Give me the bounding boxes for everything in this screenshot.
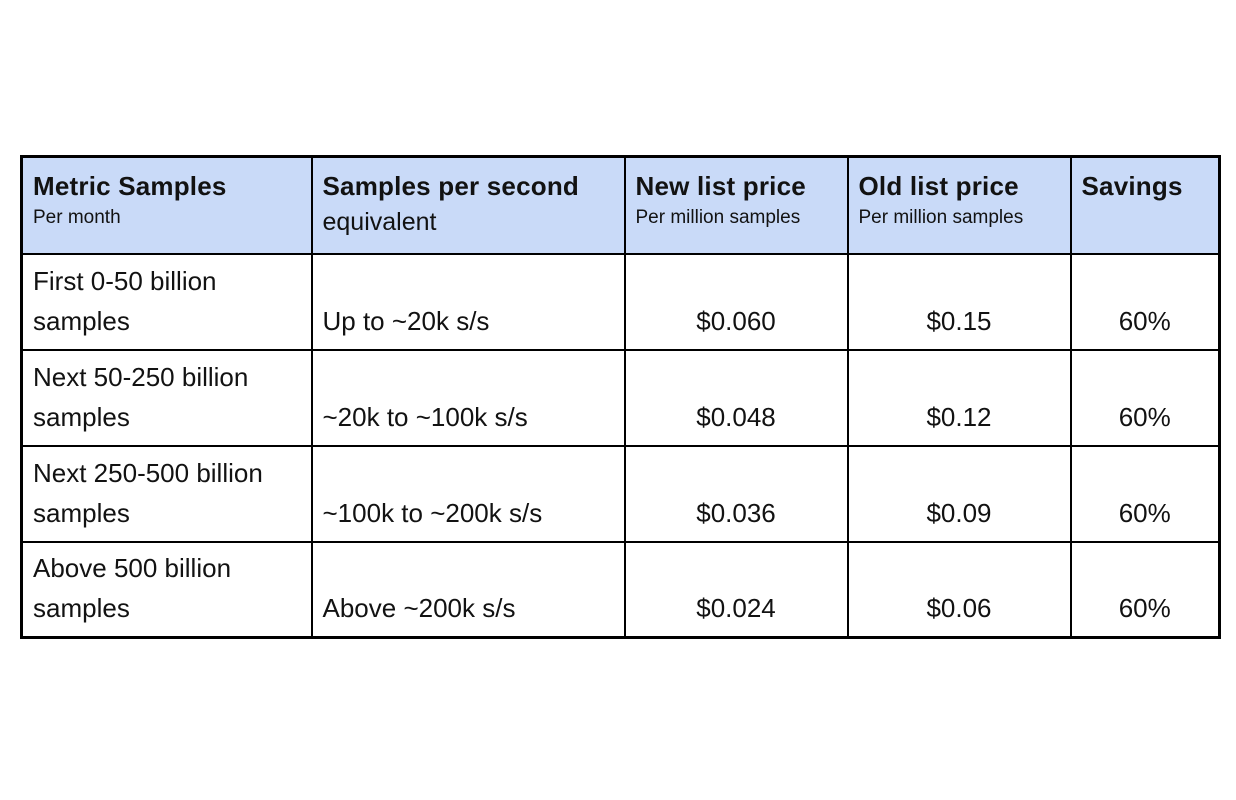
rate-cell: ~100k to ~200k s/s <box>310 444 626 543</box>
header-new-list-price: New list price Per million samples <box>623 155 849 255</box>
old-price-cell: $0.12 <box>846 348 1072 447</box>
rate-cell: ~20k to ~100k s/s <box>310 348 626 447</box>
header-rate-title: Samples per second <box>322 171 579 201</box>
header-savings-title: Savings <box>1081 171 1183 201</box>
header-old-list-price: Old list price Per million samples <box>846 155 1072 255</box>
rate-cell: Up to ~20k s/s <box>310 252 626 351</box>
pricing-table: Metric Samples Per month Samples per sec… <box>20 155 1221 639</box>
old-price-cell: $0.06 <box>846 540 1072 639</box>
table-row: Next 250-500 billion samples ~100k to ~2… <box>20 444 1221 543</box>
metric-cell: Next 50-250 billion samples <box>20 348 313 447</box>
table-row: Above 500 billion samples Above ~200k s/… <box>20 540 1221 639</box>
table-row: Next 50-250 billion samples ~20k to ~100… <box>20 348 1221 447</box>
header-new-price-title: New list price <box>635 171 806 201</box>
new-price-cell: $0.060 <box>623 252 849 351</box>
header-metric-subtitle: Per month <box>33 206 121 228</box>
metric-cell: Above 500 billion samples <box>20 540 313 639</box>
savings-cell: 60% <box>1069 252 1221 351</box>
header-old-price-subtitle: Per million samples <box>858 206 1024 228</box>
header-metric-samples: Metric Samples Per month <box>20 155 313 255</box>
old-price-cell: $0.15 <box>846 252 1072 351</box>
savings-cell: 60% <box>1069 444 1221 543</box>
header-new-price-subtitle: Per million samples <box>635 206 801 228</box>
header-samples-per-second: Samples per second equivalent <box>310 155 626 255</box>
old-price-cell: $0.09 <box>846 444 1072 543</box>
header-savings: Savings <box>1069 155 1221 255</box>
metric-cell: First 0-50 billion samples <box>20 252 313 351</box>
table-header-row: Metric Samples Per month Samples per sec… <box>20 155 1221 255</box>
metric-cell: Next 250-500 billion samples <box>20 444 313 543</box>
new-price-cell: $0.048 <box>623 348 849 447</box>
savings-cell: 60% <box>1069 540 1221 639</box>
header-rate-subtitle: equivalent <box>322 207 437 236</box>
new-price-cell: $0.036 <box>623 444 849 543</box>
header-old-price-title: Old list price <box>858 171 1019 201</box>
header-metric-title: Metric Samples <box>33 171 227 201</box>
new-price-cell: $0.024 <box>623 540 849 639</box>
savings-cell: 60% <box>1069 348 1221 447</box>
table-row: First 0-50 billion samples Up to ~20k s/… <box>20 252 1221 351</box>
rate-cell: Above ~200k s/s <box>310 540 626 639</box>
